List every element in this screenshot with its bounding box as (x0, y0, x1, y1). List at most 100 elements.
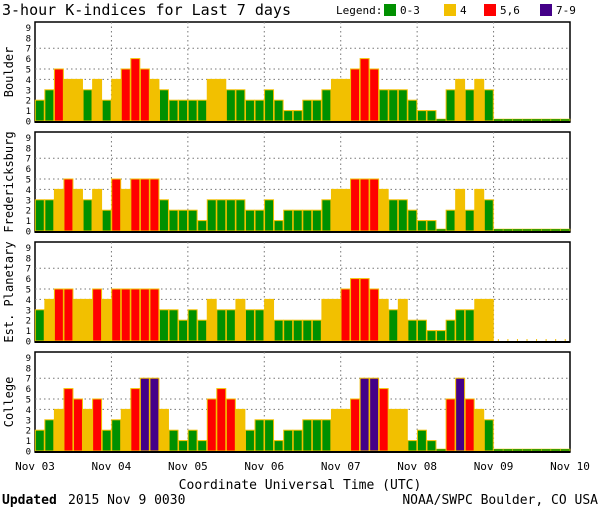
k-bar (292, 110, 303, 122)
empty-bar (493, 118, 504, 122)
k-bar (73, 298, 83, 342)
k-bar (101, 99, 112, 122)
k-bar (369, 68, 380, 122)
k-bar (283, 429, 294, 452)
k-bar (34, 429, 45, 452)
k-bar (388, 89, 399, 122)
y-tick-label: 4 (26, 406, 31, 416)
empty-bar (512, 228, 523, 232)
k-bar (82, 298, 93, 342)
k-bar (197, 220, 208, 232)
k-bar (474, 408, 485, 452)
y-tick-label: 9 (26, 24, 31, 34)
y-tick-label: 6 (26, 385, 31, 395)
y-tick-label: 2 (26, 207, 31, 217)
empty-bar (541, 448, 552, 452)
k-bar (92, 188, 103, 232)
k-bar (82, 199, 93, 232)
k-bar (416, 220, 427, 232)
k-bar (206, 398, 217, 452)
k-bar (168, 209, 179, 232)
y-tick-label: 8 (26, 34, 31, 44)
k-bar (273, 440, 284, 452)
k-bar (216, 78, 227, 122)
k-bar (254, 309, 265, 342)
y-tick-label: 4 (26, 76, 31, 86)
k-bar (187, 209, 198, 232)
k-bar (283, 319, 294, 342)
k-bar (139, 377, 150, 452)
y-tick-label: 1 (26, 217, 31, 227)
x-tick-label: Nov 04 (92, 460, 132, 473)
k-bar (254, 419, 265, 452)
legend-label: 5,6 (500, 4, 520, 17)
y-tick-label: 8 (26, 254, 31, 264)
empty-bar (521, 118, 533, 122)
k-bar (436, 330, 447, 342)
k-bar (244, 99, 255, 122)
k-bar (53, 408, 64, 452)
empty-bar (512, 118, 523, 122)
empty-bar (512, 448, 523, 452)
k-bar (330, 188, 341, 232)
k-bar (235, 408, 246, 452)
legend-swatch (540, 4, 552, 16)
y-tick-label: 3 (26, 86, 31, 96)
y-tick-label: 6 (26, 55, 31, 65)
k-bar (426, 330, 437, 342)
k-bar (34, 99, 45, 122)
k-bar (158, 309, 169, 342)
k-bar (407, 99, 418, 122)
k-bar (426, 440, 437, 452)
k-bar (149, 178, 160, 232)
k-bar (187, 429, 198, 452)
source-credit: NOAA/SWPC Boulder, CO USA (402, 493, 598, 508)
k-bar (359, 278, 370, 342)
k-bar (292, 429, 303, 452)
k-bar (120, 68, 131, 122)
empty-bar (521, 228, 533, 232)
k-bar (63, 78, 74, 122)
k-bar (455, 188, 466, 232)
y-tick-label: 5 (26, 176, 31, 186)
k-bar (168, 99, 179, 122)
empty-bar (493, 228, 504, 232)
k-bar (264, 89, 275, 122)
y-tick-label: 7 (26, 375, 31, 385)
k-bar (111, 419, 122, 452)
k-bar (216, 388, 227, 452)
k-bar (483, 419, 494, 452)
k-bar (225, 309, 236, 342)
k-bar (139, 178, 150, 232)
legend-swatch (444, 4, 456, 16)
k-bar (264, 298, 275, 342)
k-bar (340, 78, 351, 122)
y-tick-label: 8 (26, 144, 31, 154)
k-bar (464, 89, 475, 122)
k-bar (92, 288, 103, 342)
k-bar (111, 78, 122, 122)
k-bar (407, 319, 418, 342)
k-bar (130, 288, 141, 342)
k-bar (34, 199, 45, 232)
k-bar (244, 429, 255, 452)
k-bar (416, 110, 427, 122)
empty-bar (493, 448, 504, 452)
x-tick-label: Nov 06 (244, 460, 284, 473)
y-tick-label: 7 (26, 155, 31, 165)
k-bar (139, 68, 150, 122)
k-bar (292, 319, 303, 342)
y-tick-label: 9 (26, 244, 31, 254)
k-bar (149, 78, 160, 122)
k-bar (426, 110, 437, 122)
k-bar (53, 288, 64, 342)
k-bar (445, 319, 456, 342)
k-bar (321, 419, 332, 452)
legend-label: 7-9 (556, 4, 576, 17)
y-tick-label: 9 (26, 134, 31, 144)
x-tick-labels: Nov 03 Nov 04 Nov 05 Nov 06 Nov 07 Nov 08 Nov … (15, 460, 590, 473)
k-bar (464, 209, 475, 232)
empty-bar (560, 118, 571, 122)
k-bar (330, 298, 341, 342)
